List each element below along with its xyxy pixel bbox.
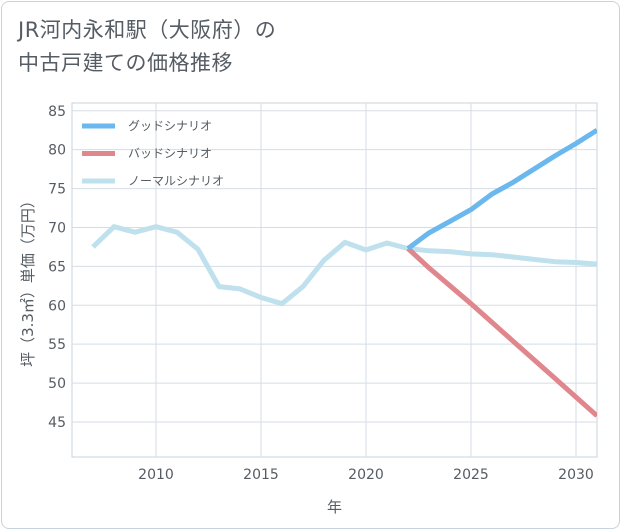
legend-label-2: ノーマルシナリオ [128,174,224,188]
y-tick-label: 70 [48,220,66,236]
chart-title-line-2: 中古戸建ての価格推移 [18,51,233,75]
chart-title: JR河内永和駅（大阪府）の 中古戸建ての価格推移 [18,14,276,80]
y-tick-label: 45 [48,415,66,431]
plot-area [71,102,598,458]
x-tick-label: 2015 [243,467,279,483]
y-tick-label: 50 [48,376,66,392]
x-tick-label: 2010 [138,467,174,483]
y-tick-label: 65 [48,259,66,275]
y-tick-label: 85 [48,104,66,120]
legend-label-1: バッドシナリオ [128,147,212,161]
y-axis-label: 坪（3.3㎡）単価（万円） [19,193,37,367]
legend-label-0: グッドシナリオ [128,119,212,133]
chart-title-line-1: JR河内永和駅（大阪府）の [18,18,277,42]
x-tick-label: 2030 [558,467,594,483]
x-tick-label: 2025 [453,467,489,483]
series-line-2 [91,224,597,307]
x-axis-label: 年 [327,498,342,516]
series-line-1 [406,246,597,418]
y-tick-label: 75 [48,182,66,198]
x-tick-label: 2020 [348,467,384,483]
series-line-0 [406,128,597,251]
y-tick-label: 80 [48,143,66,159]
y-tick-label: 60 [48,298,66,314]
y-tick-label: 55 [48,337,66,353]
